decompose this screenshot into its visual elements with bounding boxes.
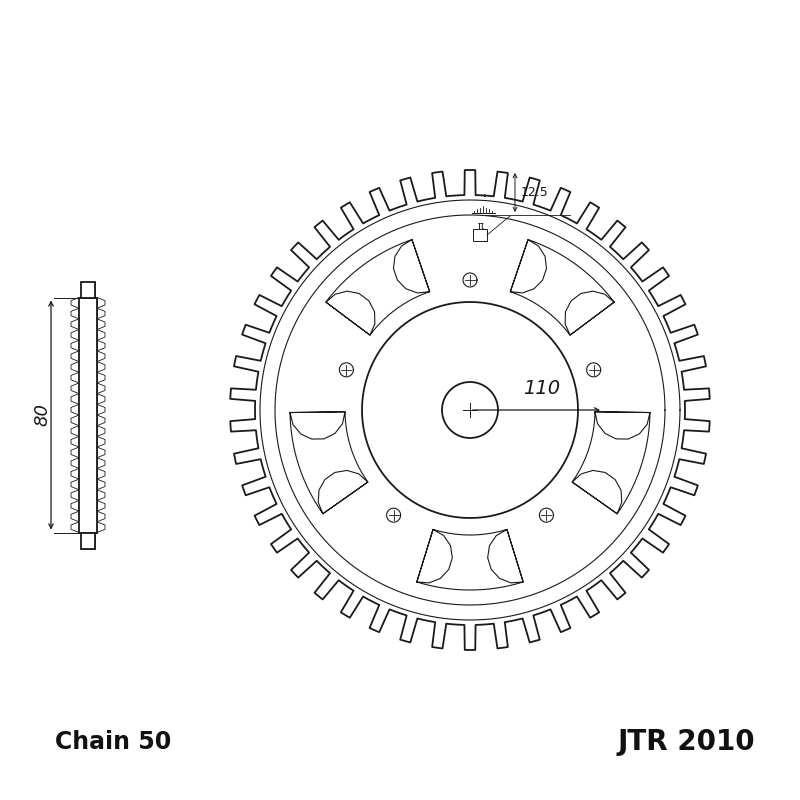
Text: Chain 50: Chain 50	[55, 730, 171, 754]
Text: JTR 2010: JTR 2010	[618, 728, 755, 756]
Bar	[79, 298, 97, 533]
Bar	[79, 298, 97, 533]
Bar	[473, 229, 487, 241]
Bar	[81, 282, 95, 298]
Text: 80: 80	[33, 403, 51, 426]
Bar	[81, 282, 95, 298]
Text: 110: 110	[523, 379, 560, 398]
Text: π: π	[478, 221, 484, 231]
Bar	[81, 533, 95, 549]
Bar	[81, 533, 95, 549]
Text: 12.5: 12.5	[521, 186, 549, 199]
